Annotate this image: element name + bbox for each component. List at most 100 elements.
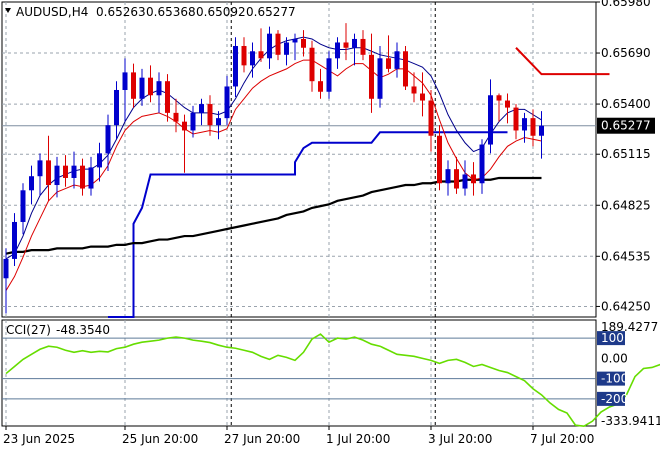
symbol-timeframe: AUDUSD,H4 bbox=[16, 5, 88, 19]
candle bbox=[292, 33, 298, 61]
candle-body bbox=[377, 58, 383, 99]
cci-header: CCI(27) -48.3540 bbox=[6, 323, 110, 337]
price-pane-frame bbox=[1, 1, 597, 318]
candle bbox=[454, 156, 459, 194]
candle-body bbox=[479, 144, 485, 184]
current-price-label: 0.65277 bbox=[601, 119, 651, 133]
candle-body bbox=[386, 58, 391, 69]
candle bbox=[479, 139, 485, 194]
candle bbox=[488, 79, 493, 154]
candle bbox=[105, 114, 111, 171]
period-separators bbox=[230, 2, 436, 426]
cci-tick-label: 100 bbox=[601, 331, 624, 345]
cci-level-tag bbox=[597, 331, 625, 346]
candle-body bbox=[326, 58, 332, 92]
ohlc-low: 0.65092 bbox=[196, 5, 246, 19]
candle-body bbox=[156, 81, 162, 96]
candle-body bbox=[513, 107, 519, 131]
candle bbox=[216, 111, 221, 140]
candle-body bbox=[437, 135, 442, 184]
candle-body bbox=[318, 81, 323, 92]
candle-body bbox=[131, 72, 136, 99]
candle-body bbox=[309, 47, 315, 82]
candle-body bbox=[37, 160, 43, 177]
candle-body bbox=[454, 169, 459, 189]
time-tick-label: 3 Jul 20:00 bbox=[428, 432, 492, 446]
candle bbox=[156, 72, 162, 113]
candle bbox=[54, 156, 60, 198]
candle-body bbox=[258, 51, 264, 59]
candle-body bbox=[420, 93, 425, 101]
candle-body bbox=[394, 51, 400, 69]
candle-body bbox=[496, 95, 502, 101]
time-tick-label: 7 Jul 20:00 bbox=[530, 432, 594, 446]
candle-body bbox=[292, 38, 298, 43]
candle-body bbox=[462, 174, 468, 189]
candle-body bbox=[216, 118, 221, 126]
candle bbox=[131, 63, 136, 108]
time-tick-label: 1 Jul 20:00 bbox=[326, 432, 390, 446]
current-price-tag bbox=[597, 117, 655, 134]
grid-lines bbox=[2, 2, 596, 426]
candle bbox=[250, 42, 255, 78]
candle bbox=[12, 213, 17, 266]
candle-body bbox=[284, 42, 289, 55]
candle-body bbox=[488, 95, 493, 145]
candle bbox=[394, 42, 400, 78]
candle-body bbox=[250, 51, 255, 66]
candle-body bbox=[3, 258, 9, 279]
candle bbox=[63, 155, 68, 187]
time-axis: 23 Jun 2025 25 Jun 20:00 27 Jun 20:00 1 Jul… bbox=[3, 426, 594, 446]
candle bbox=[148, 65, 153, 103]
cci-tick-label: 189.4277 bbox=[601, 320, 658, 334]
ma-mid-line bbox=[5, 36, 542, 260]
candle bbox=[88, 156, 94, 196]
price-tick-label: 0.64825 bbox=[601, 198, 651, 212]
price-tick-label: 0.64535 bbox=[601, 249, 651, 263]
candle bbox=[377, 45, 383, 108]
candle bbox=[360, 30, 366, 61]
candle bbox=[437, 125, 442, 191]
cci-tick-label: -100 bbox=[601, 372, 628, 386]
candles bbox=[3, 23, 544, 314]
candle bbox=[403, 45, 408, 90]
candle bbox=[258, 28, 264, 62]
price-tick-label: 0.65980 bbox=[601, 0, 651, 9]
candle-body bbox=[352, 38, 357, 48]
candle-body bbox=[207, 104, 213, 126]
dropdown-arrow-icon[interactable] bbox=[5, 8, 11, 13]
candle-body bbox=[29, 176, 34, 191]
candle bbox=[284, 37, 289, 66]
candle bbox=[173, 98, 179, 133]
candle-body bbox=[505, 100, 510, 108]
candle bbox=[530, 109, 536, 147]
candle-body bbox=[122, 72, 128, 90]
candle-body bbox=[88, 167, 94, 189]
candle-body bbox=[428, 100, 434, 136]
candle bbox=[539, 111, 544, 159]
candle-body bbox=[54, 165, 60, 186]
candle-body bbox=[190, 112, 196, 131]
candle-body bbox=[165, 81, 170, 113]
candle bbox=[496, 93, 502, 122]
candle bbox=[386, 35, 391, 73]
candle bbox=[275, 30, 281, 61]
candle-body bbox=[182, 121, 187, 131]
candle-body bbox=[12, 221, 17, 259]
candle bbox=[207, 95, 213, 136]
candle bbox=[326, 51, 332, 99]
candle-body bbox=[224, 86, 230, 119]
step-indicator-line bbox=[108, 131, 508, 318]
candle-body bbox=[97, 153, 102, 168]
candle bbox=[420, 72, 425, 117]
candle bbox=[165, 74, 170, 122]
candle bbox=[428, 89, 434, 152]
cci-level-tag bbox=[597, 391, 625, 406]
cci-tick-label: -333.9411 bbox=[601, 414, 660, 428]
candle-body bbox=[360, 38, 366, 55]
candle bbox=[20, 183, 26, 235]
candle bbox=[182, 114, 187, 173]
cci-title: CCI(27) bbox=[6, 323, 51, 337]
candle-body bbox=[105, 125, 111, 154]
candle bbox=[199, 98, 204, 126]
